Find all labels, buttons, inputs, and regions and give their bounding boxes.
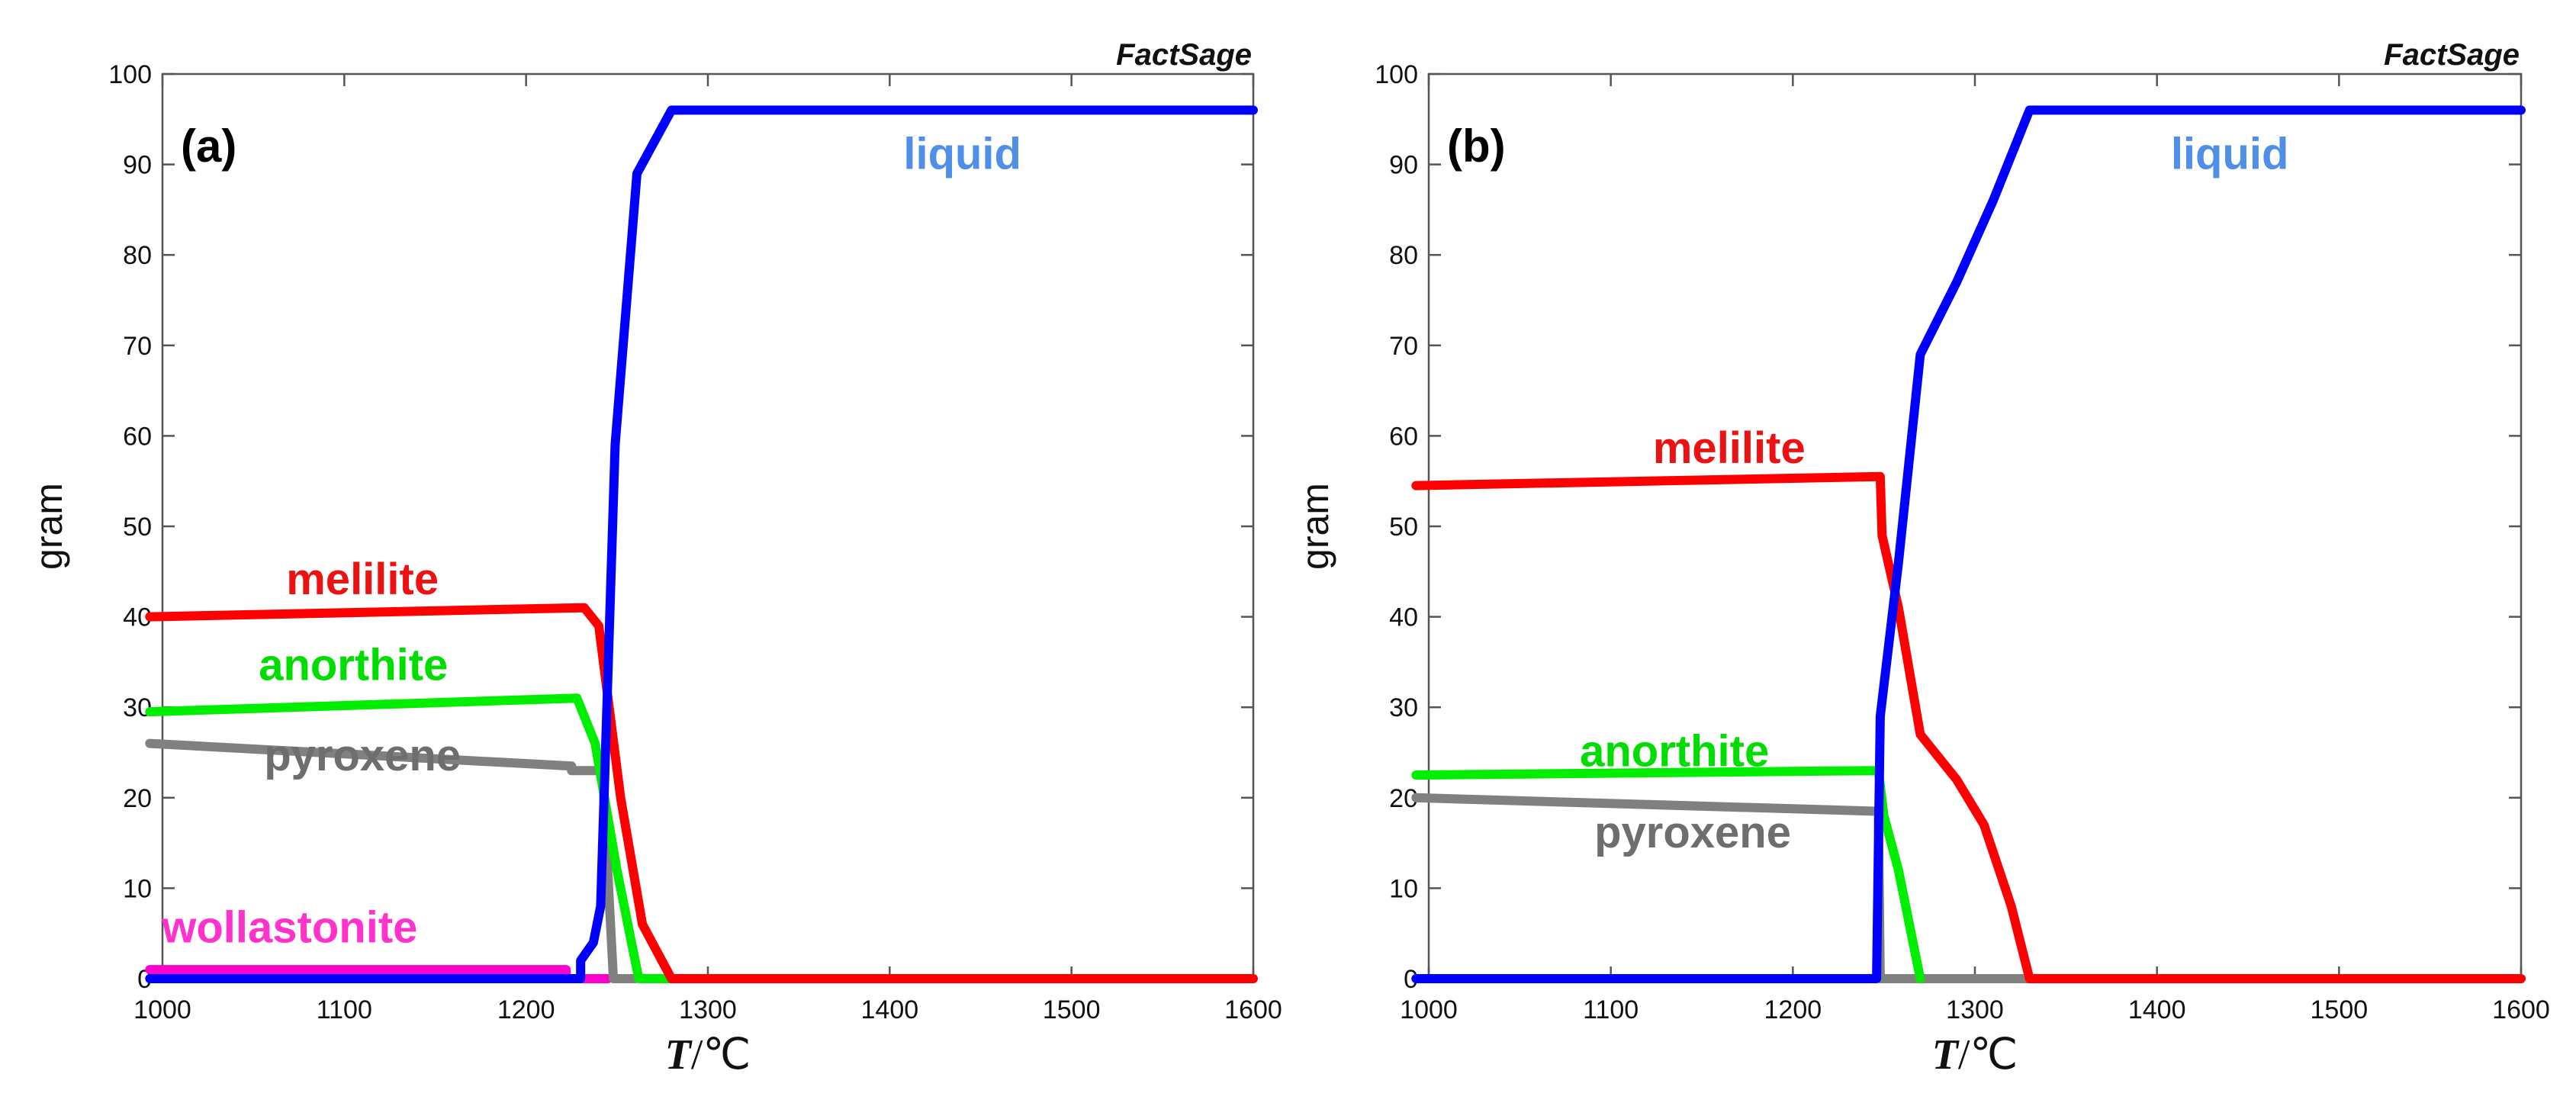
y-tick-label: 80 <box>1389 241 1418 270</box>
x-tick-label: 1400 <box>861 995 919 1024</box>
y-tick-label: 20 <box>123 784 152 813</box>
plot-area <box>1427 72 2523 980</box>
x-tick-label: 1100 <box>1583 995 1639 1024</box>
y-tick-label: 80 <box>123 241 152 270</box>
x-axis-title-symbol: T <box>1932 1031 1960 1079</box>
series-line-melilite <box>1411 471 2526 983</box>
y-tick-label: 60 <box>123 422 152 451</box>
x-axis-title-unit: /℃ <box>691 1031 751 1079</box>
x-tick-label: 1300 <box>1946 995 2004 1024</box>
y-tick-label: 0 <box>1404 965 1418 994</box>
y-tick-label: 100 <box>1375 60 1418 89</box>
panel-label: (b) <box>1447 121 1506 172</box>
x-axis-title: T/℃ <box>1932 1031 2018 1079</box>
series-label-anorthite: anorthite <box>1580 726 1769 776</box>
series-label-melilite: melilite <box>286 555 439 604</box>
x-axis-title-symbol: T <box>665 1031 693 1079</box>
y-tick-label: 60 <box>1389 422 1418 451</box>
series-layer <box>1411 105 2526 983</box>
plot-area <box>161 72 1255 980</box>
x-tick-label: 1300 <box>679 995 737 1024</box>
x-tick-label: 1500 <box>1043 995 1101 1024</box>
x-tick-label: 1100 <box>317 995 372 1024</box>
x-tick-label: 1500 <box>2311 995 2369 1024</box>
series-line-liquid <box>1411 105 2526 983</box>
series-labels: wollastonite pyroxene anorthite melilite liq… <box>161 130 1021 953</box>
series-label-pyroxene: pyroxene <box>264 731 461 780</box>
series-labels: pyroxene anorthite melilite liquid <box>1580 130 2288 858</box>
y-tick-label: 70 <box>123 332 152 361</box>
x-tick-label: 1600 <box>1224 995 1282 1024</box>
factsage-watermark: FactSage <box>2384 38 2520 72</box>
series-label-anorthite: anorthite <box>259 641 448 690</box>
y-tick-label: 50 <box>1389 513 1418 542</box>
y-tick-label: 10 <box>1389 874 1418 903</box>
series-layer <box>145 105 1258 983</box>
factsage-watermark: FactSage <box>1116 38 1252 72</box>
panel-label: (a) <box>181 121 236 172</box>
x-tick-label: 1200 <box>1764 995 1822 1024</box>
x-axis-title-unit: /℃ <box>1958 1031 2018 1079</box>
x-tick-label: 1000 <box>133 995 191 1024</box>
x-axis-ticks: 1000 1100 1200 1300 1400 1500 1600 <box>133 74 1282 1024</box>
x-tick-label: 1600 <box>2492 995 2550 1024</box>
y-tick-label: 90 <box>1389 151 1418 180</box>
y-tick-label: 70 <box>1389 332 1418 361</box>
series-line-anorthite <box>1411 766 1925 983</box>
y-axis-title: gram <box>1294 483 1336 570</box>
series-line-liquid <box>145 105 1258 983</box>
x-tick-label: 1400 <box>2128 995 2186 1024</box>
series-line-melilite <box>145 603 1258 983</box>
y-tick-label: 30 <box>1389 693 1418 722</box>
y-tick-label: 100 <box>108 60 152 89</box>
y-tick-label: 10 <box>123 874 152 903</box>
series-label-pyroxene: pyroxene <box>1594 808 1791 857</box>
series-label-liquid: liquid <box>903 130 1021 179</box>
series-label-melilite: melilite <box>1653 423 1806 473</box>
x-tick-label: 1000 <box>1400 995 1458 1024</box>
x-axis-ticks: 1000 1100 1200 1300 1400 1500 1600 <box>1400 74 2550 1024</box>
x-axis-title: T/℃ <box>665 1031 751 1079</box>
y-tick-label: 50 <box>123 513 152 542</box>
x-tick-label: 1200 <box>497 995 555 1024</box>
y-axis-title: gram <box>27 483 70 570</box>
series-line-pyroxene <box>145 738 640 983</box>
y-tick-label: 40 <box>1389 603 1418 632</box>
series-label-liquid: liquid <box>2171 130 2289 179</box>
y-tick-label: 30 <box>123 693 152 722</box>
series-label-wollastonite: wollastonite <box>161 903 417 953</box>
y-tick-label: 90 <box>123 151 152 180</box>
